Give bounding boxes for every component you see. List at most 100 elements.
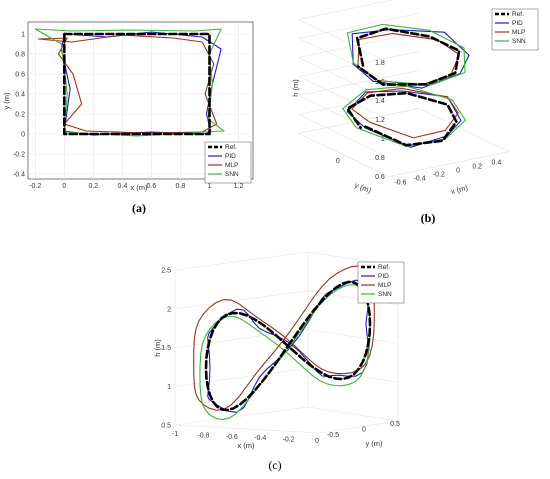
z-tick-label: 1.5 [161,345,171,352]
x-tick-label: 0.2 [88,183,98,190]
y-tick-label: 0.8 [15,52,25,59]
series-line-snn [34,28,225,137]
z-tick-label: 0.6 [375,174,385,181]
z-tick-label: 1.8 [375,60,385,67]
legend-box [204,141,252,184]
back-wall-grid [298,19,389,63]
x-tick-label: 0 [62,183,66,190]
floor-edge [319,420,399,434]
x-tick-label: 0.8 [176,183,186,190]
z-tick-label: 1.4 [375,98,385,105]
panel-c-caption: (c) [268,458,281,472]
panel-c-chart: 0.5 1 1.5 2 2.5 -1 -0.8 -0.6 -0.4 -0.2 0 -0.5 0 0.5 h… [153,251,405,472]
legend-label-pid: PID [378,273,389,280]
floor-edge [174,424,321,434]
x-tick-label: -0.8 [197,432,209,439]
x-tick-label: 1.2 [234,183,244,190]
z-tick-label: 2 [167,306,171,313]
panel-a-ylabel: y (m) [2,92,11,110]
panel-b-chart: 0.60.811.21.41.61.8-0.6-0.4-0.200.20.40 … [291,0,539,225]
back-wall-grid [174,251,309,271]
x-tick-label: -0.2 [433,172,445,179]
x-tick-label: -0.2 [29,183,41,190]
legend-label-pid: PID [512,20,523,27]
x-tick-label: 0.4 [492,160,502,167]
panel-c-series [193,265,375,421]
panel-c-ticks: 0.5 1 1.5 2 2.5 -1 -0.8 -0.6 -0.4 -0.2 0 -0.5 0 0.5 [161,268,400,446]
panel-b-series [342,23,470,148]
panel-b-caption: (b) [421,211,436,225]
series-line-ref [63,32,211,136]
panel-c-ylabel: y (m) [365,439,383,448]
series-upper-loop-snn [346,23,466,86]
z-tick-label: 0.5 [161,423,171,430]
side-wall-grid [307,329,399,344]
z-tick-label: 1 [381,136,385,143]
legend-label-snn: SNN [225,171,239,178]
panel-a-ticks: -0.2 0 0.2 0.4 0.6 0.8 1 1.2 -0.4 -0.2 0 0.2 0.4 0.6 0… [13,32,244,191]
panel-c-3d-box [174,251,399,434]
x-tick-label: -0.2 [283,437,295,444]
x-tick-label: 0 [456,168,460,175]
back-wall-grid [174,367,309,387]
side-wall-grid [307,367,399,383]
y-tick-label: 0 [21,132,25,139]
floor-edge [418,108,509,152]
back-wall-grid [298,133,389,177]
series-lower-loop-mlp [351,87,459,139]
back-wall-grid [298,114,389,158]
series-lower-loop-ref [346,91,458,147]
series-upper-loop-ref [355,27,461,86]
x-tick-label: -0.6 [226,434,238,441]
series-upper-loop-pid [351,29,470,89]
x-tick-label: 0.6 [147,183,157,190]
back-wall-grid [174,329,309,348]
legend-label-ref: Ref. [225,144,237,151]
series-line-pid [60,31,222,136]
side-wall-grid [298,70,419,96]
x-tick-label: 1 [207,183,211,190]
legend-label-snn: SNN [378,291,392,298]
floor-edge [388,151,509,177]
side-wall-grid [298,0,394,20]
back-wall-grid [174,406,309,426]
legend-label-mlp: MLP [512,29,525,36]
panel-b-legend: Ref. PID MLP SNN [491,8,539,51]
panel-a-frame [27,21,254,180]
x-tick-label: 0 [315,438,319,445]
y-tick-label: -0.4 [13,172,25,179]
legend-box [491,8,539,51]
y-tick-label: 0.4 [15,92,25,99]
panel-c-xlabel: x (m) [237,441,255,450]
x-tick-label: 0.2 [472,164,482,171]
side-wall-grid [298,13,419,39]
back-wall-grid [174,290,309,310]
panel-b-xlabel: x (m) [450,183,469,196]
legend-label-ref: Ref. [512,11,524,18]
z-tick-label: 1.2 [375,117,385,124]
side-wall-grid [298,51,419,77]
y-tick-label: -0.2 [13,152,25,159]
panel-b-ylabel: y (m) [353,180,373,195]
y-tick-label: -0.5 [327,432,339,439]
x-tick-label: -0.6 [394,180,406,187]
series-line-mlp [193,265,375,411]
panel-b-zlabel: h (m) [291,79,300,97]
y-tick-label: 0.6 [15,72,25,79]
y-tick-label: 1 [21,32,25,39]
z-tick-label: 2.5 [161,268,171,275]
x-tick-label: -1 [172,431,178,438]
z-tick-label: 1 [167,384,171,391]
legend-label-snn: SNN [512,38,526,45]
back-wall-grid [298,57,389,101]
side-wall-grid [307,406,399,422]
panel-a-xlabel: x (m) [130,183,148,192]
x-tick-label: 0.4 [117,183,127,190]
panel-a-series [34,28,225,137]
panel-c-zlabel: h (m) [153,339,162,357]
legend-box [357,261,405,304]
y-tick-label: 0 [336,158,340,165]
x-tick-label: -0.4 [414,176,426,183]
side-wall-grid [298,108,419,134]
